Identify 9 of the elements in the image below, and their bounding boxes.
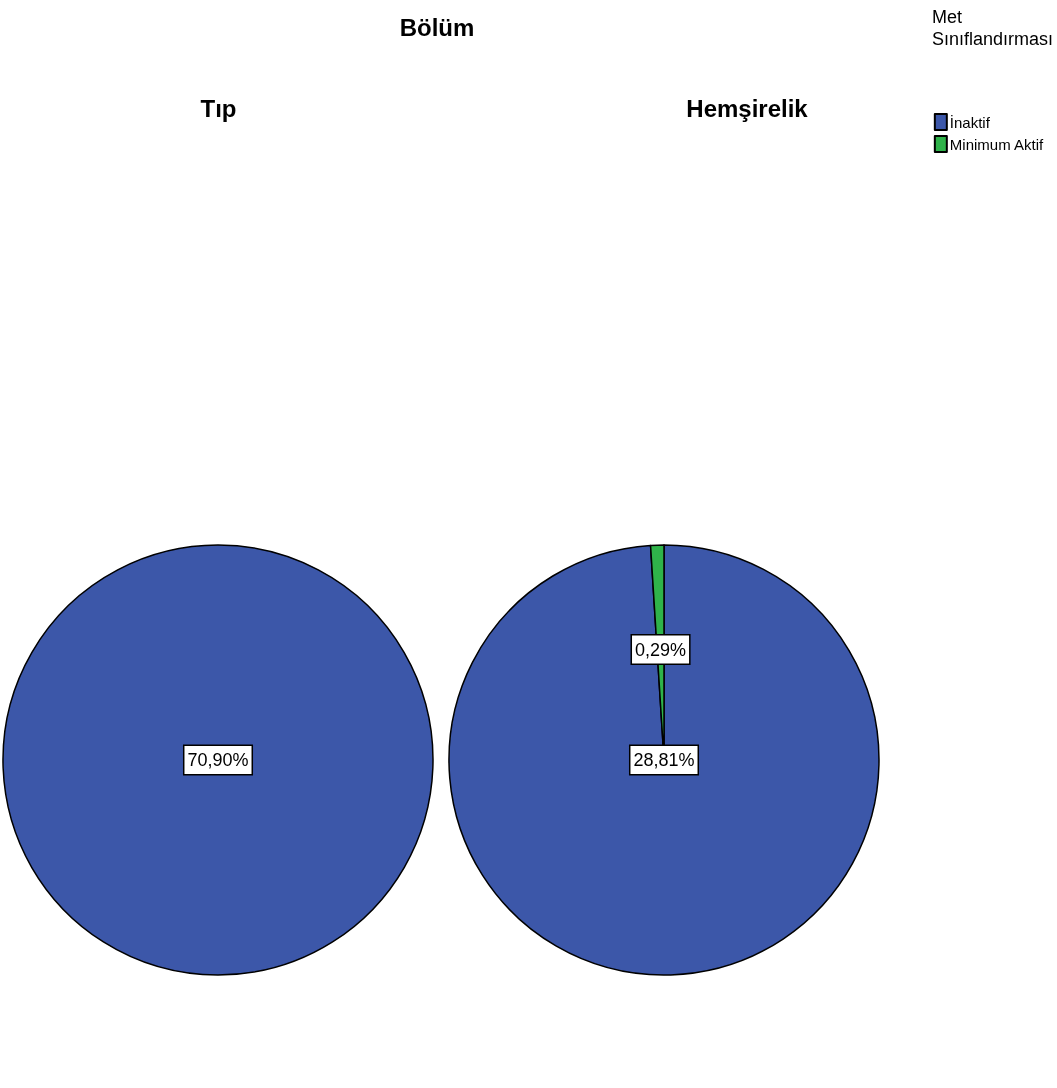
data-label: 70,90% [187,750,249,770]
chart-title: Tıp [200,94,237,122]
text: Bölüm [398,14,476,42]
legend-label: Minimum Aktif [949,135,1044,153]
data-label: 0,29% [635,639,687,660]
chart-title: Hemşirelik [686,94,809,122]
legend-title: Met Sınıflandırması [931,7,1054,49]
data-label: 28,81% [633,750,695,770]
legend-label: İnaktif [949,113,991,131]
